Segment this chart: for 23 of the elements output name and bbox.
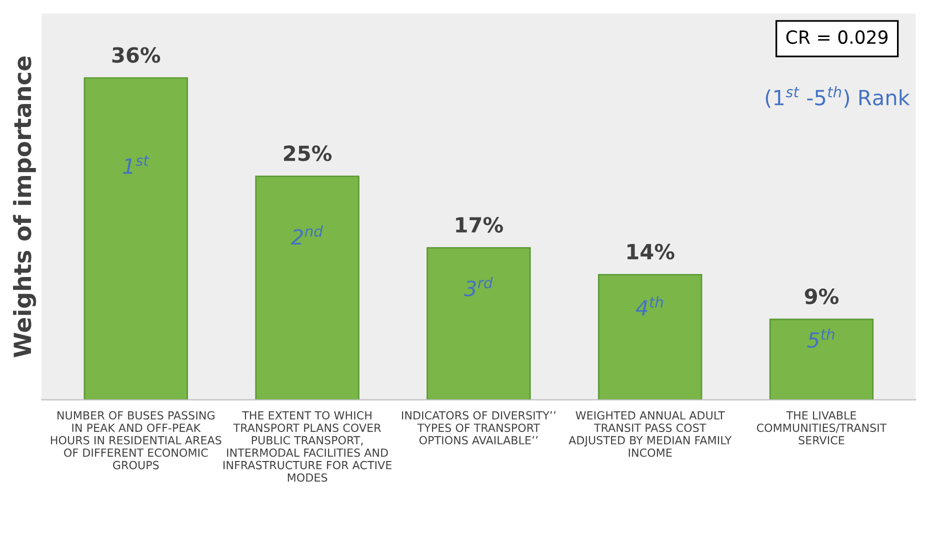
bar: [426, 247, 531, 400]
bar: [84, 77, 188, 400]
bar: [255, 176, 360, 400]
data-label: 14%: [628, 244, 674, 260]
bar: [598, 274, 702, 400]
data-label: 17%: [456, 216, 503, 233]
data-label: 9%: [804, 288, 839, 304]
annotation: 4$^{th}$: [636, 296, 663, 316]
text: CR = 0.029: [786, 30, 888, 44]
x-tick-label: THE EXTENT TO WHICH TRANSPORT PLANS COVER PUBLIC TRANSPORT, INTERMODAL FACILITIES AND INFRASTRUCTURE FOR ACTIVE MODES: [224, 411, 392, 482]
annotation: 1$^{st}$: [123, 156, 150, 174]
annotation: 3$^{rd}$: [464, 276, 493, 296]
annotation: 5$^{th}$: [807, 328, 834, 348]
x-tick-label: WEIGHTED ANNUAL ADULT TRANSIT PASS COST ADJUSTED BY MEDIAN FAMILY INCOME: [568, 411, 732, 457]
data-label: 36%: [112, 47, 160, 63]
x-tick-label: THE LIVABLE COMMUNITIES/TRANSIT SERVICE: [756, 411, 887, 444]
x-tick-label: INDICATORS OF DIVERSITY’’ TYPES OF TRANSPORT OPTIONS AVAILABLE’’: [402, 411, 556, 444]
data-label: 25%: [284, 145, 332, 162]
x-tick-label: NUMBER OF BUSES PASSING IN PEAK AND OFF-PEAK HOURS IN RESIDENTIAL AREAS OF DIFFERENT ECONOMIC GROUPS: [50, 411, 222, 470]
annotation: (1$^{st}$ -5$^{th}$) Rank: [766, 86, 910, 108]
bar: [769, 318, 874, 400]
annotation: 2$^{nd}$: [291, 225, 323, 245]
y-axis-title: Weights of importance: [13, 56, 36, 358]
